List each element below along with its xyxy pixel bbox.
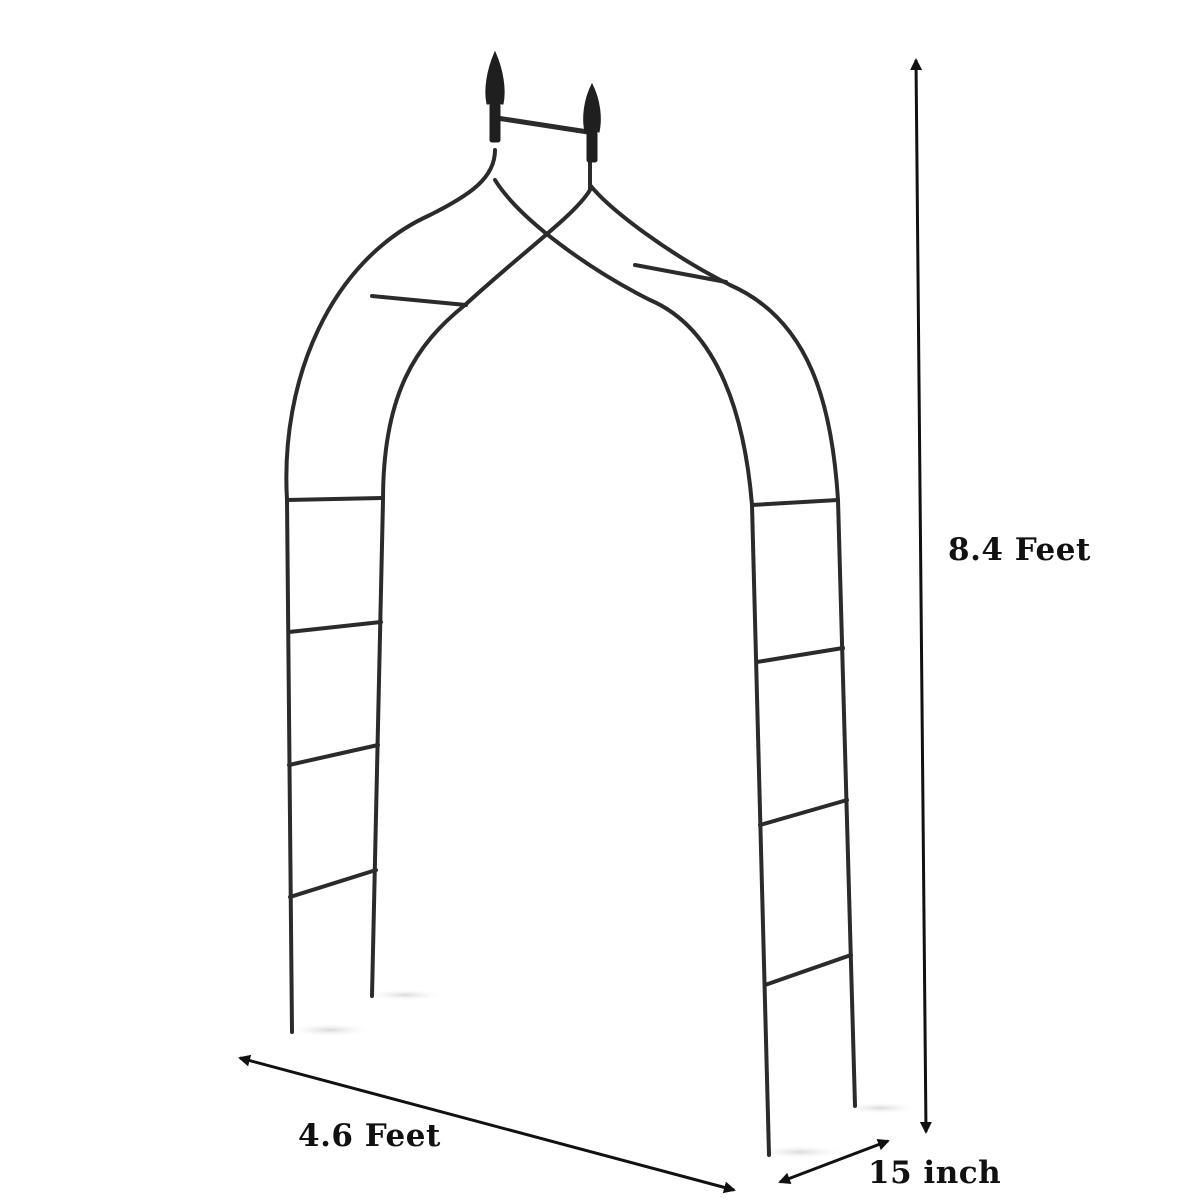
right-finial: [583, 82, 601, 133]
left-crossbar-2: [285, 496, 385, 502]
finials: [485, 50, 601, 163]
arch-frame: [284, 115, 857, 1157]
top-connector-bar: [494, 115, 591, 135]
depth-dimension-label: 15 inch: [868, 1155, 1002, 1191]
right-inner-leg: [493, 178, 771, 1157]
width-arrow: [238, 1054, 736, 1194]
left-crossbar-1: [370, 294, 468, 307]
left-crossbar-3: [287, 620, 383, 634]
right-outer-leg: [588, 183, 857, 1108]
height-dimension-label: 8.4 Feet: [948, 532, 1091, 568]
left-finial: [485, 50, 505, 105]
right-crossbar-5: [763, 953, 853, 987]
left-outer-leg: [284, 148, 497, 1034]
right-crossbar-2: [750, 498, 840, 507]
left-crossbar-4: [287, 743, 380, 767]
depth-arrow: [778, 1138, 890, 1185]
right-crossbar-1: [633, 263, 728, 284]
height-arrow: [910, 58, 932, 1134]
right-crossbar-3: [755, 646, 845, 664]
right-crossbar-4: [758, 798, 849, 827]
left-crossbar-5: [288, 868, 378, 899]
left-inner-leg: [370, 148, 592, 998]
width-dimension-label: 4.6 Feet: [298, 1118, 441, 1154]
dimension-arrows: [238, 58, 932, 1194]
